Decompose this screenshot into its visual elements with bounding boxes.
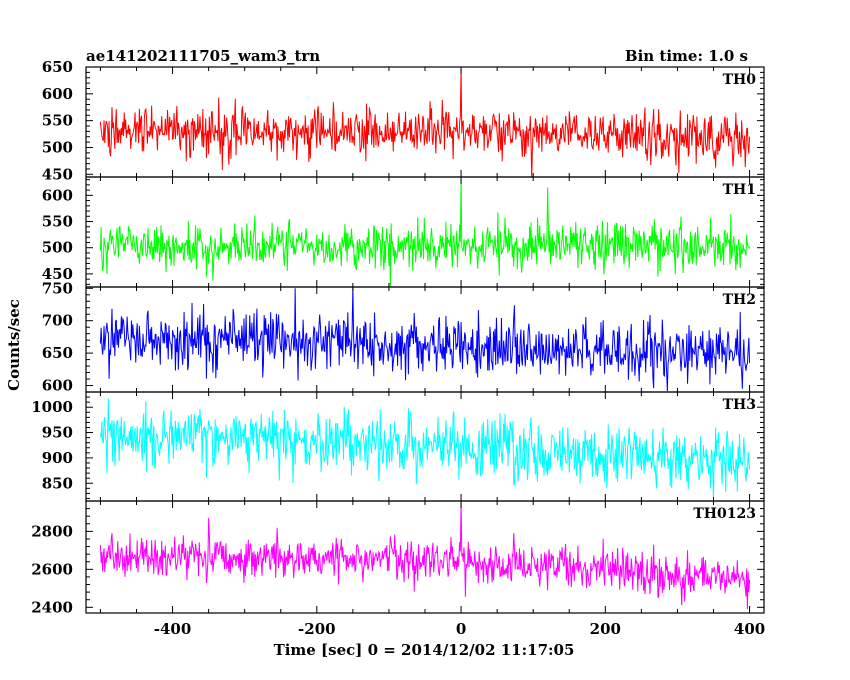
y-tick-label: 550 [42,213,73,231]
y-tick-label: 2600 [31,560,73,578]
y-tick-label: 650 [42,58,73,76]
y-axis-label: Counts/sec [5,299,23,391]
panel-name-label: TH1 [723,182,756,198]
y-tick-label: 750 [42,279,73,297]
panel-name-label: TH3 [723,397,756,413]
panel-th2: 600 650 700 750 TH2 [42,279,765,395]
panel-th0123: 2400 2600 2800 TH0123 [31,500,765,616]
panel-name-label: TH0 [723,72,757,88]
x-tick-label: 0 [456,620,466,638]
y-tick-label: 600 [42,85,73,103]
y-tick-label: 950 [42,424,73,442]
series-line-th0123 [99,501,751,610]
series-line-th0 [99,67,751,177]
series-line-th2 [99,287,751,392]
panel-th3: 850 900 950 1000 TH3 [31,391,765,502]
x-tick-label: -400 [154,620,192,638]
panel-name-label: TH2 [723,292,756,308]
y-tick-label: 1000 [31,398,73,416]
y-tick-label: 2800 [31,522,73,540]
y-tick-label: 650 [42,344,73,362]
panel-th0: 450 500 550 600 650 TH0 [42,58,765,183]
chart-title: ae141202111705_wam3_trn [86,47,320,65]
bin-time-label: Bin time: 1.0 s [625,47,748,65]
x-tick-label: 200 [590,620,621,638]
y-tick-label: 600 [42,186,73,204]
x-tick-label: -200 [298,620,336,638]
y-tick-label: 2400 [31,598,73,616]
x-axis-label: Time [sec] 0 = 2014/12/02 11:17:05 [274,641,575,659]
y-tick-label: 700 [42,312,73,330]
panel-name-label: TH0123 [693,506,756,522]
y-tick-label: 500 [42,138,73,156]
y-tick-label: 850 [42,474,73,492]
series-line-th1 [99,177,751,287]
x-axis-tick-labels: -400 -200 0 200 400 [154,620,765,638]
y-tick-label: 450 [42,265,73,283]
panel-th1: 450 500 550 600 TH1 [42,176,765,288]
panels-group: 450 500 550 600 650 TH0 450 500 550 600 TH1 600 650 7… [31,58,765,616]
y-tick-label: 900 [42,449,73,467]
x-tick-label: 400 [734,620,765,638]
series-line-th3 [99,398,751,501]
y-tick-label: 550 [42,112,73,130]
y-tick-label: 450 [42,165,73,183]
y-tick-label: 500 [42,239,73,257]
y-tick-label: 600 [42,377,73,395]
